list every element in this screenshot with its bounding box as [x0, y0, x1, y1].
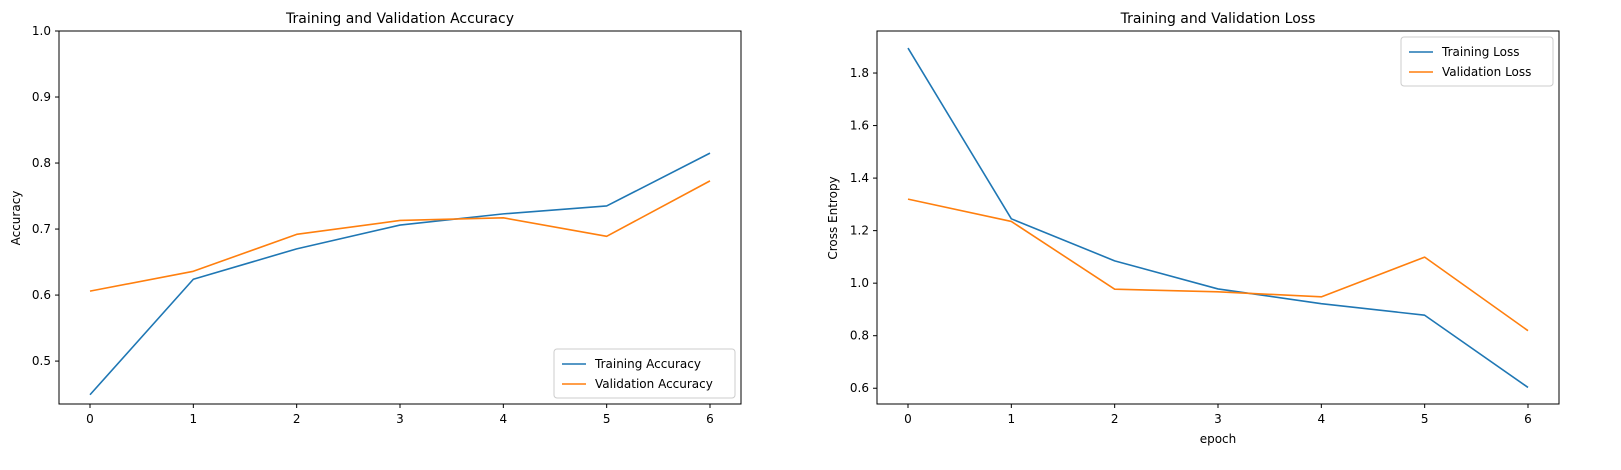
accuracy-y-tick-label: 1.0: [32, 24, 51, 38]
accuracy-x-tick-label: 5: [603, 412, 611, 426]
accuracy-legend-label-1: Training Accuracy: [594, 357, 701, 371]
loss-x-tick-label: 0: [904, 412, 912, 426]
loss-y-tick-label: 1.6: [850, 119, 869, 133]
loss-series-line-2: [907, 198, 1529, 332]
accuracy-series-lines: [89, 152, 711, 396]
accuracy-series-line-1: [89, 152, 711, 396]
accuracy-legend: Training Accuracy Validation Accuracy: [553, 348, 736, 399]
loss-y-tick-label: 0.6: [850, 381, 869, 395]
accuracy-y-tick-label: 0.6: [32, 288, 51, 302]
accuracy-y-tick-label: 0.8: [32, 156, 51, 170]
loss-x-tick-label: 3: [1214, 412, 1222, 426]
accuracy-ticks: 0 1 2 3 4 5 6 0.5 0.6 0.7 0.8 0.9 1.0: [32, 24, 714, 426]
loss-plot-frame: [876, 30, 1560, 405]
loss-x-axis-label: epoch: [1200, 432, 1237, 446]
accuracy-y-axis-label: Accuracy: [9, 191, 23, 246]
loss-y-axis-label: Cross Entropy: [826, 176, 840, 259]
accuracy-legend-label-2: Validation Accuracy: [595, 377, 713, 391]
accuracy-chart-title: Training and Validation Accuracy: [285, 11, 514, 27]
loss-legend: Training Loss Validation Loss: [1400, 36, 1554, 87]
loss-x-tick-label: 2: [1111, 412, 1119, 426]
accuracy-chart: Training and Validation Accuracy Accurac…: [9, 11, 742, 426]
accuracy-y-tick-label: 0.5: [32, 354, 51, 368]
loss-x-tick-label: 5: [1421, 412, 1429, 426]
accuracy-x-tick-label: 0: [86, 412, 94, 426]
loss-y-tick-label: 1.4: [850, 171, 869, 185]
loss-x-tick-label: 6: [1524, 412, 1532, 426]
accuracy-series-line-2: [89, 180, 711, 292]
loss-series-line-1: [907, 47, 1529, 389]
loss-y-tick-label: 1.0: [850, 276, 869, 290]
loss-series-lines: [907, 47, 1529, 389]
accuracy-x-tick-label: 4: [500, 412, 508, 426]
loss-y-tick-label: 1.8: [850, 66, 869, 80]
loss-chart: Training and Validation Loss Cross Entro…: [826, 11, 1560, 446]
loss-y-tick-label: 0.8: [850, 329, 869, 343]
loss-x-tick-label: 4: [1318, 412, 1326, 426]
accuracy-plot-frame: [58, 30, 742, 405]
accuracy-x-tick-label: 2: [293, 412, 301, 426]
accuracy-x-tick-label: 1: [190, 412, 198, 426]
loss-x-tick-label: 1: [1008, 412, 1016, 426]
accuracy-x-tick-label: 6: [706, 412, 714, 426]
loss-y-tick-label: 1.2: [850, 224, 869, 238]
loss-legend-label-2: Validation Loss: [1442, 65, 1531, 79]
accuracy-y-tick-label: 0.9: [32, 90, 51, 104]
loss-chart-title: Training and Validation Loss: [1120, 11, 1316, 27]
loss-legend-label-1: Training Loss: [1441, 45, 1519, 59]
accuracy-legend-box: [553, 348, 736, 399]
accuracy-x-tick-label: 3: [396, 412, 404, 426]
accuracy-y-tick-label: 0.7: [32, 222, 51, 236]
loss-legend-box: [1400, 36, 1554, 87]
loss-ticks: 0 1 2 3 4 5 6 0.6 0.8 1.0 1.2 1.4 1.6 1.8: [850, 66, 1532, 426]
